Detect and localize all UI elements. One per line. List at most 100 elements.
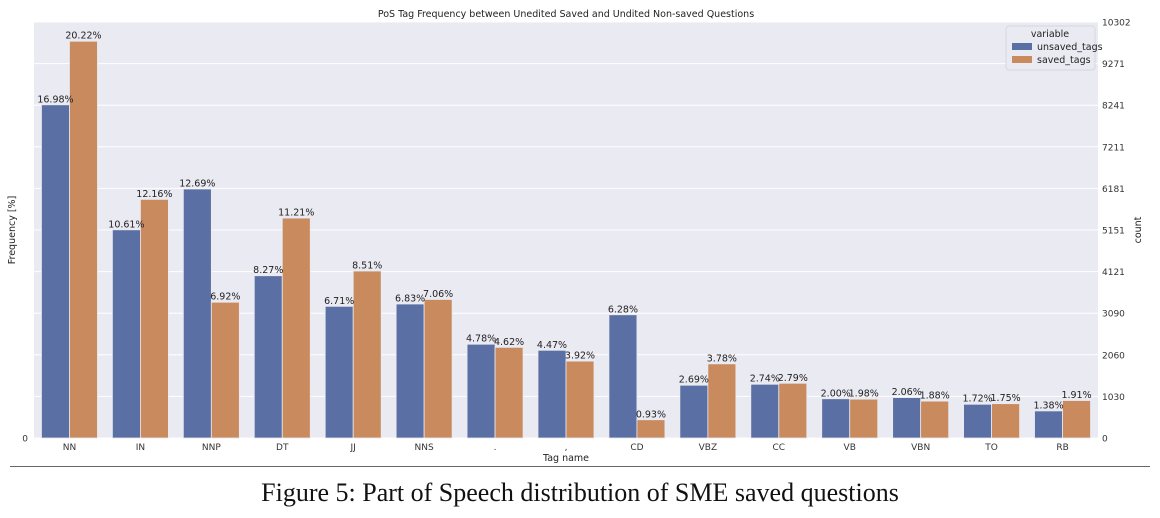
y-tick-label-right: 1030 — [1102, 393, 1125, 403]
y-tick-label-right: 0 — [1102, 435, 1108, 445]
data-label-saved_tags-3: 11.21% — [278, 208, 314, 219]
x-tick-label: VB — [844, 443, 856, 453]
data-label-unsaved_tags-10: 2.74% — [750, 374, 780, 385]
data-label-saved_tags-11: 1.98% — [849, 389, 879, 400]
y-axis-label-left: Frequency [%] — [7, 196, 18, 265]
data-label-unsaved_tags-7: 4.47% — [537, 340, 567, 351]
y-tick-label-right: 2060 — [1102, 351, 1125, 361]
bar-unsaved_tags-2 — [182, 188, 212, 439]
data-label-saved_tags-1: 12.16% — [136, 189, 172, 200]
data-label-unsaved_tags-0: 16.98% — [37, 94, 73, 105]
bar-unsaved_tags-3 — [253, 275, 283, 439]
y-tick-labels-left: 0 — [22, 435, 28, 445]
x-tick-label: VBZ — [699, 443, 718, 453]
x-tick-label: JJ — [350, 443, 356, 453]
y-tick-label-right: 6181 — [1102, 185, 1125, 195]
y-tick-label-right: 5151 — [1102, 227, 1125, 237]
x-tick-label: NNP — [202, 443, 221, 453]
bar-saved_tags-5 — [423, 299, 453, 439]
x-axis-label: Tag name — [542, 453, 589, 464]
bar-saved_tags-2 — [210, 301, 240, 439]
bars — [41, 40, 1091, 439]
bar-unsaved_tags-4 — [324, 305, 354, 439]
data-label-saved_tags-14: 1.91% — [1061, 390, 1091, 401]
data-label-unsaved_tags-5: 6.83% — [395, 293, 425, 304]
y-tick-label-right: 7211 — [1102, 143, 1125, 153]
bar-saved_tags-10 — [778, 382, 808, 439]
bar-saved_tags-11 — [849, 398, 879, 439]
x-tick-label: , — [565, 443, 568, 453]
bar-unsaved_tags-5 — [395, 303, 425, 439]
bar-unsaved_tags-7 — [537, 349, 567, 439]
data-label-unsaved_tags-13: 1.72% — [963, 394, 993, 405]
bar-unsaved_tags-8 — [608, 314, 638, 439]
bar-unsaved_tags-12 — [892, 397, 922, 439]
x-tick-label: IN — [136, 443, 145, 453]
legend-label-unsaved: unsaved_tags — [1037, 42, 1103, 53]
y-axis-label-right: count — [1133, 216, 1144, 243]
bar-unsaved_tags-14 — [1034, 410, 1063, 439]
data-label-unsaved_tags-6: 4.78% — [466, 334, 496, 345]
x-tick-label: CD — [630, 443, 643, 453]
y-tick-labels-right: 0 1030 2060 3090 4121 5151 6181 7211 8241 9271 103… — [1102, 19, 1131, 445]
legend-title: variable — [1031, 29, 1069, 40]
bar-saved_tags-7 — [565, 360, 595, 439]
bar-labels: 16.98% 20.22% 10.61% 12.16% 12.69% 6.92% 8.27%… — [37, 31, 1091, 421]
bar-unsaved_tags-1 — [112, 229, 141, 439]
y-tick-label-right: 8241 — [1102, 102, 1125, 112]
bar-saved_tags-8 — [636, 419, 666, 439]
x-tick-label: . — [494, 443, 497, 453]
legend-swatch-unsaved — [1012, 43, 1032, 50]
x-tick-label: DT — [276, 443, 289, 453]
data-label-unsaved_tags-14: 1.38% — [1033, 400, 1063, 411]
figure-caption: Figure 5: Part of Speech distribution of… — [261, 478, 899, 507]
x-tick-label: VBN — [911, 443, 930, 453]
bar-unsaved_tags-11 — [821, 398, 851, 439]
bar-saved_tags-0 — [69, 40, 98, 439]
bar-unsaved_tags-13 — [963, 403, 992, 439]
legend-swatch-saved — [1012, 56, 1032, 63]
data-label-saved_tags-2: 6.92% — [210, 292, 240, 303]
data-label-unsaved_tags-1: 10.61% — [108, 219, 144, 230]
legend-label-saved: saved_tags — [1037, 55, 1091, 66]
bar-saved_tags-1 — [139, 198, 169, 439]
x-tick-label: NNS — [415, 443, 434, 453]
y-tick-label-right: 3090 — [1102, 310, 1125, 320]
y-tick-label-right: 10302 — [1102, 19, 1131, 29]
y-tick-label-right: 4121 — [1102, 268, 1125, 278]
data-label-saved_tags-12: 1.88% — [920, 391, 950, 402]
data-label-saved_tags-0: 20.22% — [65, 31, 101, 42]
data-label-saved_tags-6: 4.62% — [494, 337, 524, 348]
data-label-unsaved_tags-4: 6.71% — [324, 296, 354, 307]
x-tick-label: NN — [63, 443, 76, 453]
bar-saved_tags-14 — [1062, 400, 1091, 439]
data-label-unsaved_tags-8: 6.28% — [608, 304, 638, 315]
chart-title: PoS Tag Frequency between Unedited Saved… — [378, 9, 754, 20]
bar-saved_tags-12 — [920, 400, 950, 439]
x-tick-label: TO — [984, 443, 998, 453]
bar-saved_tags-6 — [494, 346, 524, 439]
data-label-saved_tags-5: 7.06% — [423, 289, 453, 300]
legend: variable unsaved_tags saved_tags — [1005, 25, 1103, 71]
bar-unsaved_tags-9 — [679, 384, 709, 439]
data-label-saved_tags-9: 3.78% — [707, 353, 737, 364]
bar-saved_tags-3 — [281, 217, 311, 439]
x-tick-label: CC — [773, 443, 786, 453]
caption-divider — [10, 466, 1150, 467]
x-tick-labels: NN IN NNP DT JJ NNS., CD VBZ CC VB VBN TO RB — [63, 443, 1069, 453]
y-tick-label-left: 0 — [22, 435, 28, 445]
data-label-unsaved_tags-11: 2.00% — [821, 388, 851, 399]
bar-unsaved_tags-6 — [466, 343, 496, 439]
y-tick-label-right: 9271 — [1102, 60, 1125, 70]
data-label-saved_tags-4: 8.51% — [352, 261, 382, 272]
data-label-unsaved_tags-2: 12.69% — [179, 178, 215, 189]
bar-saved_tags-4 — [352, 270, 382, 439]
data-label-saved_tags-7: 3.92% — [565, 351, 595, 362]
data-label-saved_tags-10: 2.79% — [778, 373, 808, 384]
bar-unsaved_tags-10 — [750, 383, 780, 439]
data-label-saved_tags-13: 1.75% — [991, 393, 1021, 404]
data-label-unsaved_tags-3: 8.27% — [253, 265, 283, 276]
data-label-saved_tags-8: 0.93% — [636, 409, 666, 420]
x-tick-label: RB — [1056, 443, 1068, 453]
bar-saved_tags-9 — [707, 363, 737, 439]
